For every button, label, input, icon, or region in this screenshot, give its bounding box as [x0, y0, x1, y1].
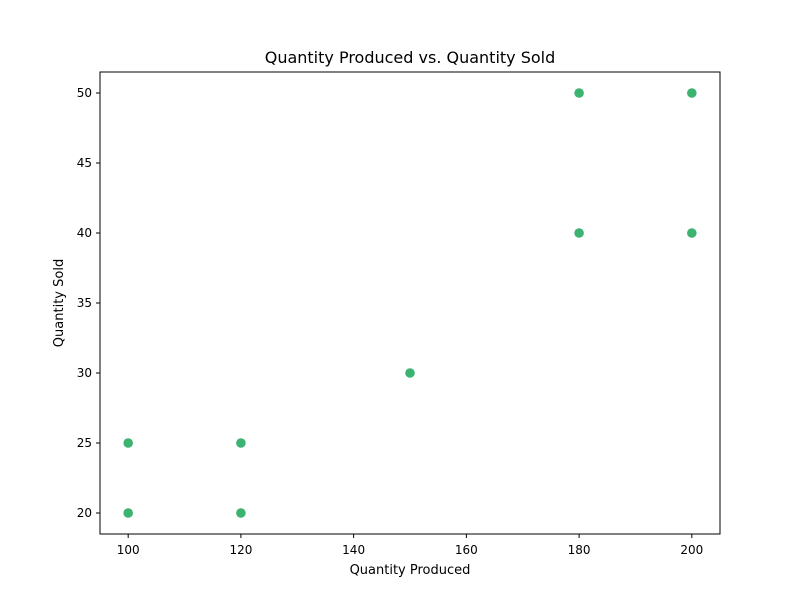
y-axis-ticks: 20 25 30 35 40 45 50	[77, 86, 100, 520]
y-tick-label: 35	[77, 296, 92, 310]
data-point	[687, 88, 697, 98]
y-tick-label: 30	[77, 366, 92, 380]
y-tick-label: 50	[77, 86, 92, 100]
x-tick-label: 100	[117, 543, 140, 557]
y-axis-label: Quantity Sold	[52, 259, 67, 347]
data-point	[574, 88, 584, 98]
data-point	[687, 228, 697, 238]
chart-title: Quantity Produced vs. Quantity Sold	[265, 48, 556, 67]
x-tick-label: 180	[568, 543, 591, 557]
x-tick-label: 120	[229, 543, 252, 557]
data-point	[236, 508, 246, 518]
x-tick-label: 160	[455, 543, 478, 557]
data-point	[574, 228, 584, 238]
plot-area-frame	[99, 71, 721, 535]
y-tick-label: 40	[77, 226, 92, 240]
x-tick-label: 200	[680, 543, 703, 557]
data-point	[123, 508, 133, 518]
y-tick-label: 20	[77, 506, 92, 520]
y-tick-label: 25	[77, 436, 92, 450]
y-tick-label: 45	[77, 156, 92, 170]
data-point	[405, 368, 415, 378]
x-tick-label: 140	[342, 543, 365, 557]
data-point	[236, 438, 246, 448]
x-axis-ticks: 100 120 140 160 180 200	[117, 534, 703, 557]
data-point	[123, 438, 133, 448]
scatter-points	[123, 88, 697, 518]
x-axis-label: Quantity Produced	[350, 563, 471, 578]
